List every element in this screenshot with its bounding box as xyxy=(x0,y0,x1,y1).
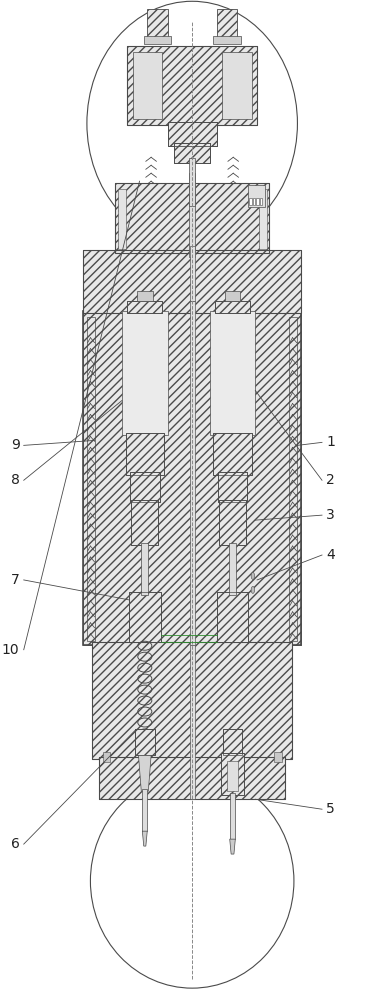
Bar xyxy=(83,250,301,313)
Ellipse shape xyxy=(251,572,255,579)
Text: 2: 2 xyxy=(326,473,335,487)
Bar xyxy=(99,757,285,799)
Bar xyxy=(122,311,168,435)
Bar xyxy=(92,642,292,759)
Bar xyxy=(115,183,269,253)
Bar xyxy=(130,472,159,502)
Bar xyxy=(135,729,155,755)
Bar xyxy=(218,472,247,502)
Bar xyxy=(225,291,240,301)
Bar xyxy=(256,198,259,205)
Polygon shape xyxy=(138,755,151,791)
Bar xyxy=(229,543,236,595)
Bar xyxy=(249,198,252,205)
Bar xyxy=(131,500,158,545)
Bar xyxy=(253,198,255,205)
Text: 8: 8 xyxy=(11,473,20,487)
Bar xyxy=(130,472,159,502)
Bar xyxy=(83,311,301,645)
Bar xyxy=(132,52,162,119)
Polygon shape xyxy=(142,831,147,846)
Bar xyxy=(215,301,250,313)
Bar xyxy=(142,789,147,831)
Bar xyxy=(144,36,171,44)
Bar xyxy=(210,311,255,435)
Text: 7: 7 xyxy=(11,573,20,587)
Bar xyxy=(174,143,210,163)
Bar xyxy=(87,317,95,641)
Bar xyxy=(223,729,242,755)
Ellipse shape xyxy=(87,1,297,246)
Bar xyxy=(222,52,252,119)
Bar xyxy=(260,198,262,205)
Bar xyxy=(190,645,194,799)
Text: 5: 5 xyxy=(326,802,335,816)
Bar xyxy=(129,592,161,642)
Bar xyxy=(103,752,110,762)
Bar xyxy=(189,158,195,206)
Text: 3: 3 xyxy=(326,508,335,522)
Bar xyxy=(221,753,244,795)
Bar xyxy=(215,301,250,313)
Bar xyxy=(125,433,164,475)
Bar xyxy=(92,642,292,759)
Bar xyxy=(83,250,301,313)
Bar xyxy=(147,9,168,39)
Bar xyxy=(83,311,301,645)
Bar xyxy=(217,9,237,39)
Bar xyxy=(289,317,297,641)
Bar xyxy=(129,592,161,642)
Bar xyxy=(137,291,152,301)
Text: 6: 6 xyxy=(11,837,20,851)
Bar xyxy=(127,46,257,125)
Bar xyxy=(213,433,252,475)
Bar xyxy=(99,757,285,799)
Polygon shape xyxy=(230,839,235,854)
Bar xyxy=(168,122,217,146)
Bar xyxy=(115,183,269,253)
Bar xyxy=(190,301,194,645)
Ellipse shape xyxy=(251,586,255,593)
Bar xyxy=(248,185,265,207)
Bar xyxy=(213,433,252,475)
Bar xyxy=(219,500,246,545)
Bar xyxy=(135,729,155,755)
Text: 9: 9 xyxy=(11,438,20,452)
Bar xyxy=(219,500,246,545)
Text: 10: 10 xyxy=(2,643,20,657)
Bar xyxy=(190,246,194,301)
Bar xyxy=(227,761,238,791)
Bar xyxy=(223,729,242,755)
Bar xyxy=(118,189,125,249)
Bar xyxy=(174,143,210,163)
Bar xyxy=(127,301,162,313)
Ellipse shape xyxy=(90,774,294,988)
Bar xyxy=(218,472,247,502)
Bar xyxy=(189,173,195,257)
Bar xyxy=(127,301,162,313)
Bar xyxy=(221,753,244,795)
Bar xyxy=(259,189,266,249)
Bar xyxy=(274,752,282,762)
Bar xyxy=(217,592,248,642)
Text: 1: 1 xyxy=(326,435,335,449)
Text: 4: 4 xyxy=(326,548,335,562)
Bar xyxy=(125,433,164,475)
Bar xyxy=(141,543,148,595)
Bar xyxy=(127,46,257,125)
Bar xyxy=(131,500,158,545)
Bar xyxy=(217,592,248,642)
Bar xyxy=(230,793,235,839)
Bar xyxy=(213,36,241,44)
Bar xyxy=(168,122,217,146)
